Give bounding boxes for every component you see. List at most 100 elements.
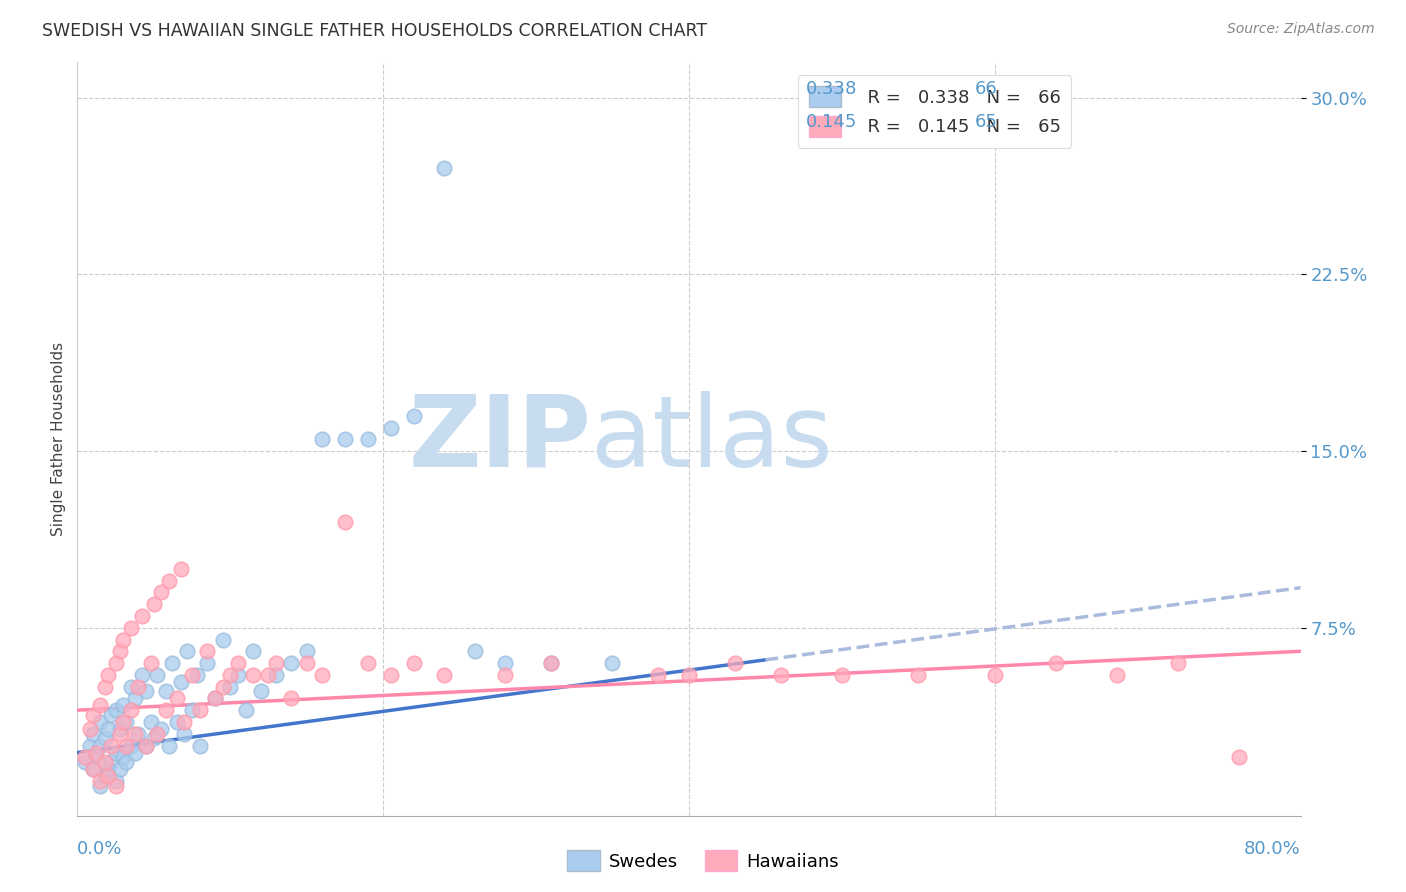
Point <box>112 714 135 729</box>
Point <box>131 609 153 624</box>
Point <box>100 707 122 722</box>
Text: ZIP: ZIP <box>408 391 591 488</box>
Point <box>433 668 456 682</box>
Point <box>157 739 180 753</box>
Point <box>104 656 127 670</box>
Point <box>380 420 402 434</box>
Point <box>157 574 180 588</box>
Point <box>89 773 111 788</box>
Point <box>181 703 204 717</box>
Text: 0.338: 0.338 <box>807 80 858 98</box>
Point <box>108 722 131 736</box>
Text: 0.145: 0.145 <box>807 112 858 130</box>
Point <box>79 739 101 753</box>
Point <box>104 779 127 793</box>
Point <box>170 674 193 689</box>
Point <box>82 762 104 776</box>
Point <box>97 762 120 776</box>
Point <box>104 773 127 788</box>
Point <box>357 656 380 670</box>
Point <box>139 656 162 670</box>
Point <box>464 644 486 658</box>
Point <box>357 432 380 446</box>
Point <box>769 668 792 682</box>
Point <box>115 755 138 769</box>
Point <box>100 755 122 769</box>
Point <box>724 656 747 670</box>
Point <box>94 769 117 783</box>
Point <box>380 668 402 682</box>
Point <box>211 632 233 647</box>
Point <box>173 714 195 729</box>
Point <box>166 714 188 729</box>
Point <box>257 668 280 682</box>
Point <box>402 656 425 670</box>
Point <box>100 739 122 753</box>
Point <box>173 727 195 741</box>
Point <box>112 698 135 713</box>
Point <box>204 691 226 706</box>
Point <box>89 714 111 729</box>
Y-axis label: Single Father Households: Single Father Households <box>51 343 66 536</box>
Point <box>155 703 177 717</box>
Legend: Swedes, Hawaiians: Swedes, Hawaiians <box>560 843 846 879</box>
Point <box>131 668 153 682</box>
Point <box>186 668 208 682</box>
Text: atlas: atlas <box>591 391 832 488</box>
Text: 65: 65 <box>976 112 998 130</box>
Point <box>984 668 1007 682</box>
Point <box>235 703 257 717</box>
Point <box>94 755 117 769</box>
Point <box>1167 656 1189 670</box>
Point <box>89 739 111 753</box>
Point <box>84 750 107 764</box>
Point <box>97 668 120 682</box>
Point <box>120 680 142 694</box>
Point <box>135 684 157 698</box>
Point <box>540 656 562 670</box>
Point <box>120 703 142 717</box>
Point <box>242 644 264 658</box>
Point <box>166 691 188 706</box>
Point <box>124 691 146 706</box>
Point <box>1045 656 1067 670</box>
Point <box>82 727 104 741</box>
Point <box>311 668 333 682</box>
Text: 80.0%: 80.0% <box>1244 839 1301 858</box>
Point <box>146 727 169 741</box>
Point <box>188 739 211 753</box>
Point <box>1107 668 1129 682</box>
Point <box>176 644 198 658</box>
Point <box>250 684 273 698</box>
Text: SWEDISH VS HAWAIIAN SINGLE FATHER HOUSEHOLDS CORRELATION CHART: SWEDISH VS HAWAIIAN SINGLE FATHER HOUSEH… <box>42 22 707 40</box>
Point <box>94 731 117 746</box>
Point <box>112 632 135 647</box>
Point <box>108 644 131 658</box>
Point <box>104 746 127 760</box>
Point <box>495 656 517 670</box>
Point <box>211 680 233 694</box>
Point <box>907 668 929 682</box>
Point <box>433 161 456 176</box>
Point <box>142 731 165 746</box>
Point <box>295 656 318 670</box>
Point <box>188 703 211 717</box>
Point <box>89 698 111 713</box>
Point <box>311 432 333 446</box>
Legend:   R =   0.338   N =   66,   R =   0.145   N =   65: R = 0.338 N = 66, R = 0.145 N = 65 <box>797 75 1071 148</box>
Point <box>84 746 107 760</box>
Point <box>127 727 149 741</box>
Point <box>170 562 193 576</box>
Point <box>150 585 173 599</box>
Point <box>120 739 142 753</box>
Point <box>108 762 131 776</box>
Point <box>226 656 249 670</box>
Point <box>195 644 218 658</box>
Point <box>89 779 111 793</box>
Point <box>160 656 183 670</box>
Point <box>124 727 146 741</box>
Point <box>115 739 138 753</box>
Point <box>127 680 149 694</box>
Point <box>97 722 120 736</box>
Point <box>135 739 157 753</box>
